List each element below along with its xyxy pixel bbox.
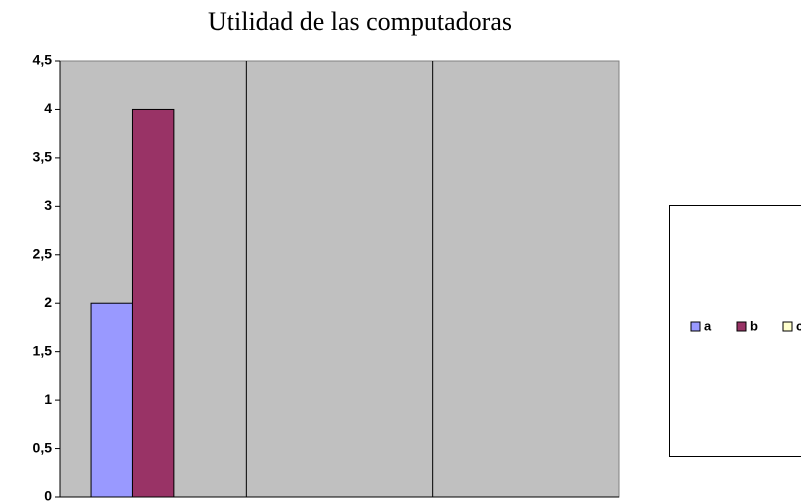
- bar: [90, 302, 133, 498]
- y-tick-label: 4,5: [33, 52, 53, 68]
- chart-title: Utilidad de las computadoras: [208, 7, 512, 36]
- y-tick-label: 1: [44, 391, 52, 407]
- y-tick-label: 4: [44, 100, 52, 116]
- y-tick-label: 3: [44, 197, 52, 213]
- y-tick-label: 0,5: [33, 439, 53, 455]
- y-tick-label: 0: [44, 488, 52, 504]
- legend-label: b: [750, 318, 758, 333]
- y-tick-label: 3,5: [33, 149, 53, 165]
- legend-label: a: [704, 318, 712, 333]
- legend-box: [669, 205, 801, 457]
- legend-swatch: [782, 321, 793, 332]
- y-tick-label: 2: [44, 294, 52, 310]
- bar: [131, 108, 175, 498]
- legend-swatch: [690, 321, 701, 332]
- y-tick-label: 2,5: [33, 245, 53, 261]
- y-tick-label: 1,5: [33, 342, 53, 358]
- legend-swatch: [736, 321, 747, 332]
- legend-label: c: [796, 318, 801, 333]
